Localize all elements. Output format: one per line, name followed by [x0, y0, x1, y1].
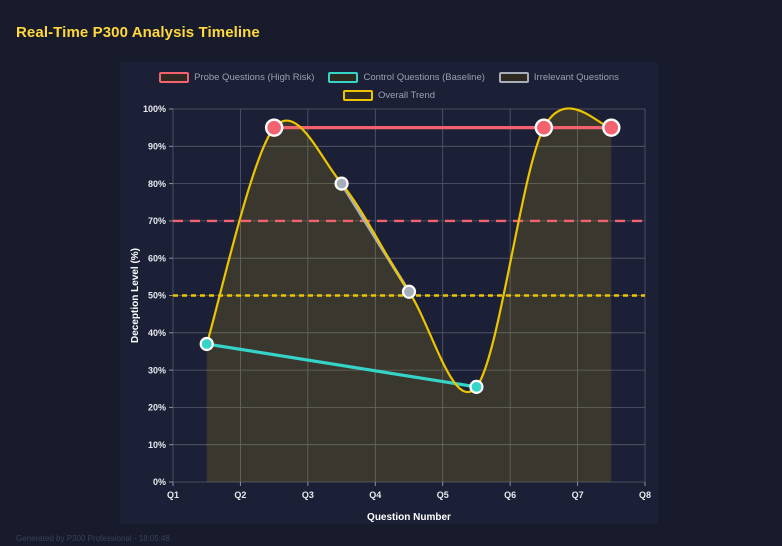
legend-swatch-control	[328, 71, 359, 83]
chart-plot-area: 0% 10% 20% 30% 40% 50% 60% 70% 80% 90% 100% Q1 Q2 Q3…	[130, 104, 651, 523]
chart-card: Probe Questions (High Risk) Control Ques…	[120, 62, 658, 524]
data-point-marker[interactable]	[264, 118, 284, 137]
data-point-marker[interactable]	[199, 336, 214, 352]
data-point-marker[interactable]	[334, 176, 349, 191]
x-tick-label: Q3	[302, 490, 314, 500]
legend-label-probe: Probe Questions (High Risk)	[194, 71, 315, 83]
legend-swatch-probe	[159, 71, 190, 83]
legend-swatch-irrelevant	[498, 71, 529, 83]
y-tick-label: 90%	[148, 142, 166, 152]
footer-text: Generated by P300 Professional - 18:05:4…	[16, 534, 170, 543]
x-tick-label: Q6	[504, 490, 516, 500]
y-tick-label: 40%	[148, 328, 166, 338]
y-axis-ticks: 0% 10% 20% 30% 40% 50% 60% 70% 80% 90% 100%	[143, 104, 173, 487]
x-axis-title: Question Number	[367, 512, 451, 523]
data-point-marker[interactable]	[534, 118, 554, 137]
data-point-marker[interactable]	[401, 284, 417, 299]
y-tick-label: 80%	[148, 179, 166, 189]
y-tick-label: 30%	[148, 365, 166, 375]
y-tick-label: 0%	[153, 477, 166, 487]
x-tick-label: Q4	[369, 490, 381, 500]
chart-legend: Probe Questions (High Risk) Control Ques…	[120, 70, 658, 102]
x-tick-label: Q7	[572, 490, 584, 500]
y-tick-label: 10%	[148, 440, 166, 450]
legend-item-irrelevant[interactable]: Irrelevant Questions	[498, 70, 619, 84]
series-line-control-questions-baseline	[205, 342, 479, 389]
legend-label-trend: Overall Trend	[377, 89, 436, 101]
data-point-marker[interactable]	[469, 379, 484, 394]
y-tick-label: 60%	[148, 253, 166, 263]
y-axis-title: Deception Level (%)	[130, 248, 141, 343]
x-tick-label: Q1	[167, 490, 179, 500]
y-tick-label: 100%	[143, 104, 166, 114]
data-markers	[199, 118, 621, 394]
y-tick-label: 50%	[148, 291, 166, 301]
legend-item-trend[interactable]: Overall Trend	[342, 88, 436, 102]
legend-label-irrelevant: Irrelevant Questions	[533, 71, 619, 83]
page-title: Real-Time P300 Analysis Timeline	[16, 24, 260, 41]
legend-swatch-trend	[342, 89, 373, 101]
legend-item-control[interactable]: Control Questions (Baseline)	[328, 70, 485, 84]
x-tick-label: Q8	[639, 490, 651, 500]
data-point-marker[interactable]	[602, 118, 621, 137]
x-tick-label: Q5	[437, 490, 449, 500]
y-tick-label: 70%	[148, 216, 166, 226]
legend-label-control: Control Questions (Baseline)	[363, 71, 485, 83]
y-tick-label: 20%	[148, 403, 166, 413]
x-axis-ticks: Q1 Q2 Q3 Q4 Q5 Q6 Q7 Q8	[167, 482, 651, 500]
x-tick-label: Q2	[234, 490, 246, 500]
legend-item-probe[interactable]: Probe Questions (High Risk)	[159, 70, 314, 84]
